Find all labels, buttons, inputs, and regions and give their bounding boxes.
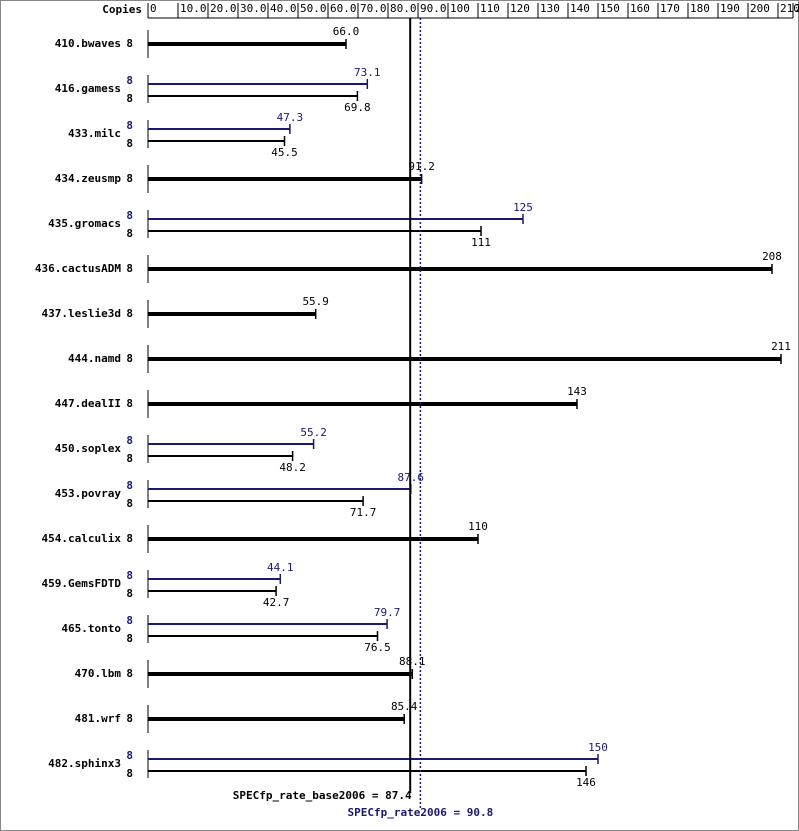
x-tick-label: 180	[690, 2, 710, 15]
value-label: 71.7	[350, 506, 377, 519]
x-tick-label: 215	[795, 2, 799, 15]
copies: 8	[126, 452, 133, 465]
copies: 8	[126, 749, 133, 762]
copies: 8	[126, 767, 133, 780]
copies: 8	[126, 119, 133, 132]
x-tick-label: 80.0	[390, 2, 417, 15]
x-tick-label: 20.0	[210, 2, 237, 15]
copies-header: Copies	[102, 3, 142, 16]
copies: 8	[126, 262, 133, 275]
benchmark-name: 454.calculix	[42, 532, 122, 545]
value-label: 125	[513, 201, 533, 214]
x-tick-label: 0	[150, 2, 157, 15]
x-tick-label: 210	[780, 2, 799, 15]
copies: 8	[126, 37, 133, 50]
value-label: 146	[576, 776, 596, 789]
value-label: 55.2	[300, 426, 327, 439]
x-tick-label: 160	[630, 2, 650, 15]
x-tick-label: 120	[510, 2, 530, 15]
x-tick-label: 10.0	[180, 2, 207, 15]
benchmark-name: 470.lbm	[75, 667, 122, 680]
benchmark-name: 482.sphinx3	[48, 757, 121, 770]
benchmark-name: 447.dealII	[55, 397, 121, 410]
copies: 8	[126, 712, 133, 725]
x-tick-label: 150	[600, 2, 620, 15]
x-tick-label: 190	[720, 2, 740, 15]
copies: 8	[126, 667, 133, 680]
value-label: 91.2	[408, 160, 435, 173]
value-label: 211	[771, 340, 791, 353]
value-label: 73.1	[354, 66, 381, 79]
x-tick-label: 90.0	[420, 2, 447, 15]
copies: 8	[126, 92, 133, 105]
value-label: 110	[468, 520, 488, 533]
x-tick-label: 170	[660, 2, 680, 15]
value-label: 45.5	[271, 146, 298, 159]
value-label: 42.7	[263, 596, 290, 609]
x-tick-label: 110	[480, 2, 500, 15]
copies: 8	[126, 227, 133, 240]
copies: 8	[126, 352, 133, 365]
value-label: 79.7	[374, 606, 401, 619]
benchmark-name: 433.milc	[68, 127, 121, 140]
benchmark-name: 481.wrf	[75, 712, 121, 725]
x-tick-label: 130	[540, 2, 560, 15]
benchmark-name: 434.zeusmp	[55, 172, 122, 185]
x-tick-label: 50.0	[300, 2, 327, 15]
benchmark-name: 450.soplex	[55, 442, 122, 455]
benchmark-name: 437.leslie3d	[42, 307, 121, 320]
value-label: 85.4	[391, 700, 418, 713]
copies: 8	[126, 434, 133, 447]
value-label: 150	[588, 741, 608, 754]
benchmark-name: 410.bwaves	[55, 37, 121, 50]
value-label: 55.9	[302, 295, 329, 308]
x-tick-label: 140	[570, 2, 590, 15]
value-label: 44.1	[267, 561, 294, 574]
copies: 8	[126, 532, 133, 545]
benchmark-name: 444.namd	[68, 352, 121, 365]
copies: 8	[126, 209, 133, 222]
copies: 8	[126, 307, 133, 320]
copies: 8	[126, 632, 133, 645]
copies: 8	[126, 497, 133, 510]
value-label: 111	[471, 236, 491, 249]
x-tick-label: 60.0	[330, 2, 357, 15]
copies: 8	[126, 569, 133, 582]
x-tick-label: 30.0	[240, 2, 267, 15]
copies: 8	[126, 614, 133, 627]
benchmark-name: 465.tonto	[61, 622, 121, 635]
value-label: 208	[762, 250, 782, 263]
x-tick-label: 70.0	[360, 2, 387, 15]
x-tick-label: 100	[450, 2, 470, 15]
x-tick-label: 200	[750, 2, 770, 15]
value-label: 88.1	[399, 655, 426, 668]
copies: 8	[126, 397, 133, 410]
reference-label: SPECfp_rate2006 = 90.8	[348, 806, 494, 819]
value-label: 143	[567, 385, 587, 398]
copies: 8	[126, 587, 133, 600]
benchmark-name: 435.gromacs	[48, 217, 121, 230]
value-label: 76.5	[364, 641, 391, 654]
benchmark-name: 453.povray	[55, 487, 122, 500]
copies: 8	[126, 137, 133, 150]
benchmark-name: 416.gamess	[55, 82, 121, 95]
copies: 8	[126, 479, 133, 492]
copies: 8	[126, 172, 133, 185]
value-label: 69.8	[344, 101, 371, 114]
benchmark-name: 459.GemsFDTD	[42, 577, 122, 590]
value-label: 48.2	[279, 461, 306, 474]
benchmark-name: 436.cactusADM	[35, 262, 121, 275]
value-label: 47.3	[277, 111, 304, 124]
value-label: 66.0	[333, 25, 360, 38]
reference-label: SPECfp_rate_base2006 = 87.4	[233, 789, 412, 802]
x-tick-label: 40.0	[270, 2, 297, 15]
copies: 8	[126, 74, 133, 87]
